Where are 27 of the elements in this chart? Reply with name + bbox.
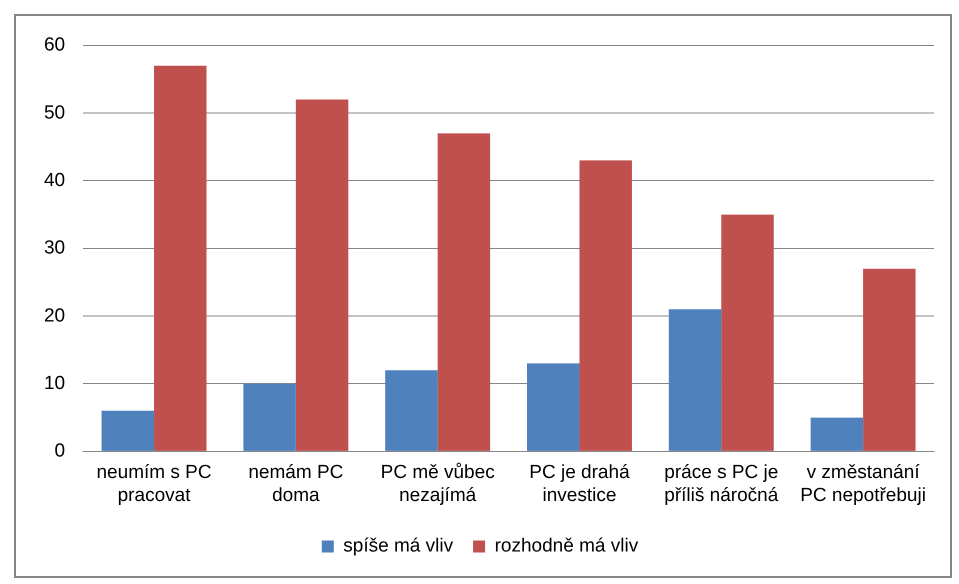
bar <box>385 370 438 451</box>
y-tick-label: 60 <box>44 34 66 56</box>
x-tick-label: neumím s PC pracovat <box>96 462 212 506</box>
y-tick-label: 40 <box>44 170 66 191</box>
y-tick-label: 10 <box>44 372 66 394</box>
bar <box>668 309 722 451</box>
x-tick-label: práce s PC je příliš náročná <box>664 462 779 506</box>
bar <box>863 268 916 451</box>
y-tick-label: 0 <box>54 440 66 462</box>
bar <box>438 133 490 451</box>
legend-label: rozhodně má vliv <box>494 536 639 557</box>
y-tick-label: 20 <box>44 305 66 326</box>
bar <box>296 100 348 451</box>
x-tick-label: nemám PC doma <box>248 462 344 506</box>
x-tick-label: PC je drahá investice <box>529 462 630 506</box>
bar <box>102 410 154 451</box>
y-tick-label: 30 <box>44 238 66 259</box>
x-tick-label: v změstanání PC nepotřebuji <box>800 462 926 506</box>
bar <box>810 418 864 451</box>
bar <box>579 160 632 451</box>
bar <box>154 66 207 451</box>
bar <box>243 384 296 451</box>
legend-label: spíše má vliv <box>343 536 454 557</box>
x-tick-label: PC mě vůbec nezajímá <box>380 462 495 506</box>
bar <box>721 214 774 451</box>
bar <box>527 363 580 451</box>
y-tick-label: 50 <box>44 102 66 124</box>
